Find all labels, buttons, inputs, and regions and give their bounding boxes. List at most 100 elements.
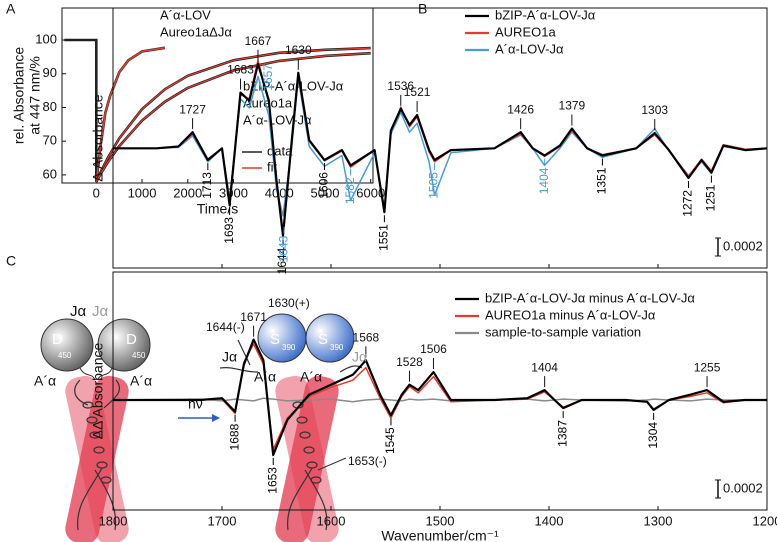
diagram-label: 390 xyxy=(330,343,344,352)
legend-label: A´α-LOV-Jα xyxy=(495,41,564,56)
diagram-label: A´α xyxy=(300,369,322,385)
curve-annotation: bZIP-A´α-LOV-Jα xyxy=(243,78,344,93)
peak-label: 1683 xyxy=(227,63,254,77)
x-tick-label: 1400 xyxy=(535,513,564,528)
diagram-label: D xyxy=(126,331,137,348)
coils xyxy=(74,379,121,531)
curve-annotation: Aureo1aΔJα xyxy=(160,24,232,39)
data-line xyxy=(64,38,166,182)
peak-label: 1536 xyxy=(387,79,414,93)
panel-label: B xyxy=(418,1,427,17)
peak-label: 1688 xyxy=(227,423,241,450)
data-line xyxy=(95,47,371,182)
lov-domain xyxy=(97,318,151,372)
diagram-label: A´α xyxy=(254,369,276,385)
diagram-label: A´α xyxy=(130,373,152,389)
curve-annotation: Aureo1a xyxy=(243,95,293,110)
diagram-label: 1644(-) xyxy=(206,320,245,334)
y-axis-label: ΔΔ Absorbance xyxy=(90,343,106,440)
peak-label: 1653 xyxy=(265,467,279,494)
plot-frame xyxy=(112,271,768,511)
y-tick-label: 60 xyxy=(43,166,57,181)
y-axis-label: at 447 nm/% xyxy=(27,56,43,135)
x-axis-label: Time/s xyxy=(197,201,238,217)
diagram-label: Jα xyxy=(352,349,367,365)
peak-label: 1506 xyxy=(420,342,447,356)
peak-label: 1644 xyxy=(275,247,289,274)
spectrum-line xyxy=(113,343,767,451)
peak-label: 1545 xyxy=(383,427,397,454)
panel-label: A xyxy=(6,1,16,17)
peak-label: 1568 xyxy=(353,331,380,345)
x-axis-label: Wavenumber/cm⁻¹ xyxy=(381,528,499,542)
x-tick-label: 1500 xyxy=(426,513,455,528)
scale-bar-label: 0.0002 xyxy=(723,238,763,253)
x-tick-label: 2000 xyxy=(173,185,202,200)
peak-label: 1551 xyxy=(377,224,391,251)
diagram-label: 450 xyxy=(132,351,146,360)
peak-label: 1643 xyxy=(276,235,290,262)
legend-label: bZIP-A´α-LOV-Jα xyxy=(495,7,596,22)
x-tick-label: 5000 xyxy=(311,185,340,200)
data-line xyxy=(95,52,371,182)
x-tick-label: 1600 xyxy=(317,513,346,528)
peak-label: 1404 xyxy=(537,167,551,194)
diagram-label: 1630(+) xyxy=(268,296,310,310)
diagram-label: S xyxy=(270,331,280,348)
y-axis-label: rel. Absorbance xyxy=(11,47,27,144)
peak-label: 1505 xyxy=(427,172,441,199)
y-tick-label: 100 xyxy=(35,31,57,46)
diagram-label: 1653(-) xyxy=(348,454,387,468)
peak-label: 1713 xyxy=(200,172,214,199)
peak-label: 1528 xyxy=(396,355,423,369)
diagram-label: hν xyxy=(188,396,203,412)
peak-label: 1387 xyxy=(555,420,569,447)
peak-label: 1693 xyxy=(222,217,236,244)
legend-label: AUREO1a minus A´α-LOV-Jα xyxy=(485,307,656,322)
x-tick-label: 3000 xyxy=(219,185,248,200)
x-tick-label: 6000 xyxy=(356,185,385,200)
y-tick-label: 80 xyxy=(43,99,57,114)
peak-label: 1255 xyxy=(694,360,721,374)
diagram-label: Jα xyxy=(222,349,237,365)
x-tick-label: 1800 xyxy=(99,513,128,528)
peak-label: 1303 xyxy=(641,103,668,117)
diagram-label: A´α xyxy=(34,373,56,389)
y-axis-label: Δ Absorbance xyxy=(90,94,106,181)
x-tick-label: 0 xyxy=(93,185,100,200)
peak-label: 1657 xyxy=(261,64,275,91)
diagram-label: Jα xyxy=(70,303,87,320)
peak-label: 1379 xyxy=(559,99,586,113)
peak-label: 1404 xyxy=(531,360,558,374)
peak-label: 1304 xyxy=(646,422,660,449)
spectrum-line xyxy=(112,397,767,403)
x-tick-label: 1300 xyxy=(644,513,673,528)
linker xyxy=(79,367,113,381)
legend-label: fit xyxy=(267,159,278,174)
peak-label: 1351 xyxy=(595,167,609,194)
peak-label: 1521 xyxy=(404,85,431,99)
y-tick-label: 90 xyxy=(43,65,57,80)
legend-label: AUREO1a xyxy=(495,24,556,39)
spectrum-line xyxy=(113,62,768,237)
spectrum-line xyxy=(113,338,767,457)
pointer xyxy=(317,457,347,471)
spectrum-line xyxy=(113,75,768,217)
diagram-label: Jα xyxy=(92,303,109,320)
arrow-head xyxy=(212,414,220,422)
peak-label: 1582 xyxy=(343,177,357,204)
diagram-label: 390 xyxy=(282,343,296,352)
lov-domain xyxy=(40,318,94,372)
plot-frame xyxy=(112,7,768,269)
legend-label: bZIP-A´α-LOV-Jα minus A´α-LOV-Jα xyxy=(485,290,695,305)
x-tick-label: 1000 xyxy=(128,185,157,200)
peak-label: 1671 xyxy=(240,310,267,324)
y-tick-label: 70 xyxy=(43,133,57,148)
diagram-label: S xyxy=(318,331,328,348)
peak-label: 1272 xyxy=(681,190,695,217)
curve-annotation: A´α-LOV xyxy=(160,7,211,22)
legend-label: sample-to-sample variation xyxy=(485,324,641,339)
diagram-label: D xyxy=(52,331,63,348)
legend-label: data xyxy=(267,143,293,158)
